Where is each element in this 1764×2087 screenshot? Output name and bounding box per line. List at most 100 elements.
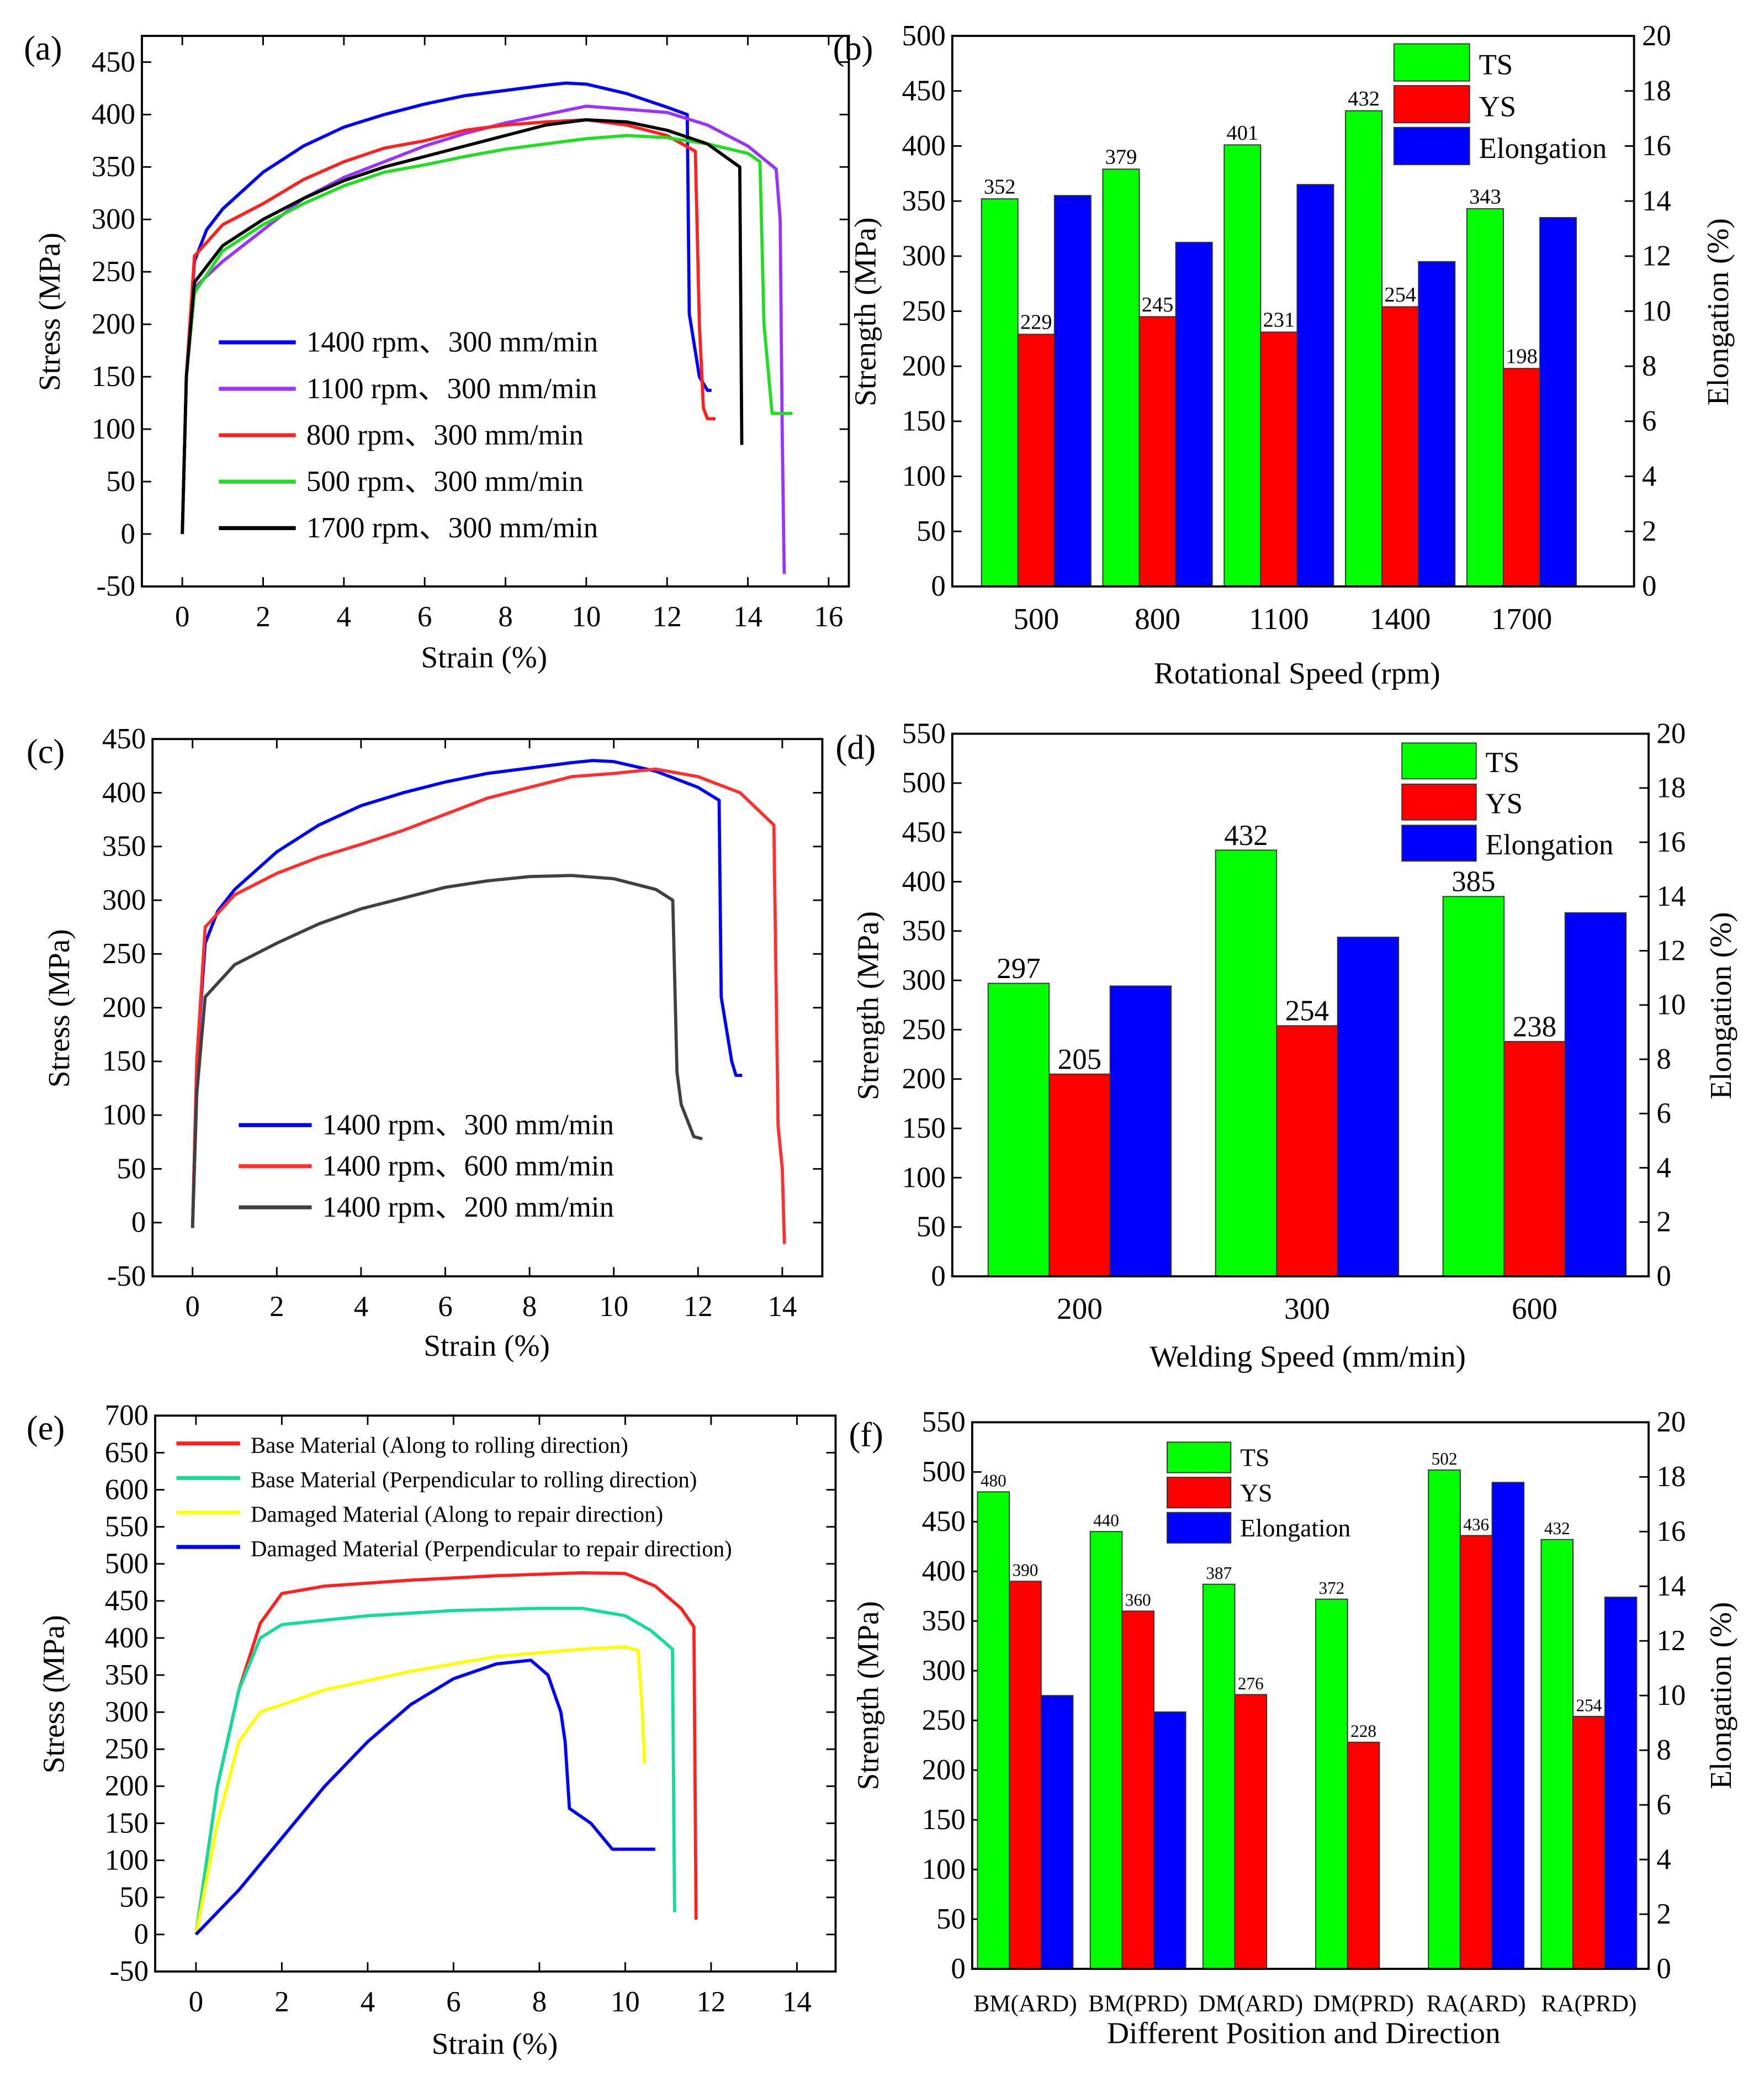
y-tick-label: 200 [902, 1063, 946, 1095]
y2-tick-label: 18 [1642, 75, 1671, 107]
y-tick-label: 700 [105, 1399, 149, 1431]
y-tick-label: 100 [105, 1844, 149, 1876]
y2-tick-label: 10 [1642, 295, 1671, 327]
bar-value-label: 480 [981, 1471, 1007, 1491]
y2-axis-title: Elongation (%) [1704, 912, 1737, 1099]
bar-ts-BM(PRD) [1089, 1531, 1123, 1970]
series-line-2 [194, 1607, 676, 1935]
panel-label: (c) [27, 732, 65, 770]
y-tick-label: 550 [105, 1510, 149, 1542]
legend-label: Damaged Material (Along to repair direct… [251, 1502, 663, 1527]
panel-label: (f) [849, 1415, 883, 1454]
y-tick-label: 0 [131, 1207, 146, 1239]
bar-ys-500 [1017, 334, 1055, 587]
bar-elongation-300 [1337, 937, 1400, 1277]
legend-label: YS [1479, 91, 1517, 123]
bar-elongation-1700 [1539, 217, 1577, 587]
panel-d: (d)050100150200250300350400450500550Stre… [835, 717, 1737, 1373]
bar-elongation-600 [1564, 912, 1627, 1277]
y2-tick-label: 20 [1656, 717, 1686, 749]
y2-tick-label: 0 [1656, 1953, 1671, 1985]
bar-value-label: 432 [1224, 820, 1268, 852]
series-line-3 [194, 1645, 647, 1935]
y-tick-label: 200 [105, 1770, 149, 1802]
y2-tick-label: 4 [1642, 460, 1656, 492]
x-tick-label: DM(PRD) [1313, 1990, 1414, 2017]
bar-value-label: 231 [1263, 309, 1295, 332]
bar-elongation-BM(PRD) [1153, 1711, 1186, 1970]
x-tick-label: 200 [1057, 1292, 1103, 1325]
y2-tick-label: 14 [1656, 880, 1686, 912]
y-tick-label: 400 [922, 1555, 966, 1587]
bar-ts-DM(ARD) [1202, 1583, 1236, 1970]
y-tick-label: 450 [102, 723, 146, 755]
y-tick-label: 200 [902, 350, 946, 382]
y-axis-title: Stress (MPa) [33, 233, 66, 391]
y-tick-label: 350 [92, 151, 135, 183]
plot-frame [971, 1421, 1650, 1970]
legend-label: 1100 rpm、300 mm/min [306, 373, 597, 405]
bar-ts-1400 [1345, 110, 1383, 587]
bar-ys-RA(PRD) [1572, 1716, 1606, 1970]
x-tick-label: 14 [733, 601, 762, 633]
y-tick-label: 50 [917, 1211, 946, 1243]
y2-tick-label: 14 [1642, 185, 1671, 217]
legend-label: TS [1479, 49, 1513, 81]
legend-swatch [1167, 1441, 1232, 1473]
x-tick-label: 4 [354, 1291, 368, 1323]
bar-ys-DM(PRD) [1347, 1741, 1380, 1970]
y2-tick-label: 20 [1642, 20, 1671, 52]
y2-tick-label: 2 [1642, 515, 1656, 547]
x-tick-label: 10 [571, 601, 601, 633]
x-tick-label: 16 [814, 601, 843, 633]
bar-ts-RA(ARD) [1428, 1469, 1461, 1970]
bar-value-label: 276 [1238, 1674, 1264, 1693]
bar-value-label: 352 [984, 175, 1016, 198]
y-tick-label: 400 [105, 1622, 149, 1654]
y-tick-label: 0 [931, 1260, 945, 1292]
series-line-1 [194, 1571, 698, 1935]
y2-tick-label: 20 [1656, 1406, 1686, 1438]
y-tick-label: 300 [105, 1696, 149, 1728]
bar-ts-800 [1102, 168, 1140, 587]
y-tick-label: 150 [902, 1112, 946, 1144]
y-tick-label: 50 [936, 1903, 966, 1935]
series-line-2 [181, 104, 786, 574]
x-tick-label: 8 [522, 1291, 537, 1323]
x-tick-label: 1400 [1370, 602, 1431, 636]
legend-label: 1700 rpm、300 mm/min [306, 512, 598, 544]
legend-swatch [1401, 742, 1477, 780]
bar-value-label: 379 [1105, 146, 1137, 169]
plot-frame [154, 1414, 837, 1973]
bar-elongation-RA(PRD) [1604, 1597, 1638, 1970]
y-tick-label: 450 [902, 816, 946, 848]
y-tick-label: -50 [97, 570, 135, 603]
legend-label: 1400 rpm、300 mm/min [322, 1109, 614, 1141]
y2-tick-label: 2 [1656, 1206, 1671, 1238]
x-tick-label: 6 [446, 1986, 460, 2018]
legend-label: Damaged Material (Perpendicular to repai… [251, 1536, 732, 1561]
x-tick-label: 8 [532, 1986, 547, 2018]
x-axis-title: Strain (%) [432, 2027, 558, 2060]
bar-value-label: 205 [1058, 1043, 1101, 1075]
bar-value-label: 238 [1513, 1011, 1556, 1043]
x-tick-label: 2 [269, 1291, 284, 1323]
y-axis-title: Stress (MPa) [42, 929, 76, 1087]
y-tick-label: 500 [105, 1548, 149, 1580]
x-tick-label: RA(ARD) [1427, 1990, 1526, 2017]
y2-tick-label: 4 [1656, 1151, 1671, 1183]
y2-tick-label: 12 [1656, 934, 1686, 966]
x-tick-label: 14 [782, 1986, 812, 2018]
bar-elongation-200 [1109, 985, 1172, 1277]
y2-tick-label: 16 [1656, 1515, 1686, 1547]
bar-value-label: 387 [1206, 1563, 1232, 1583]
y2-tick-label: 12 [1656, 1625, 1686, 1657]
y2-tick-label: 8 [1642, 350, 1656, 382]
y2-tick-label: 2 [1656, 1898, 1671, 1930]
panel-b: (b)050100150200250300350400450500Strengt… [833, 20, 1735, 690]
bar-value-label: 297 [997, 953, 1040, 985]
legend-swatch [1393, 126, 1470, 165]
y-axis-title: Strength (MPa) [851, 911, 884, 1100]
x-tick-label: 6 [417, 601, 432, 633]
